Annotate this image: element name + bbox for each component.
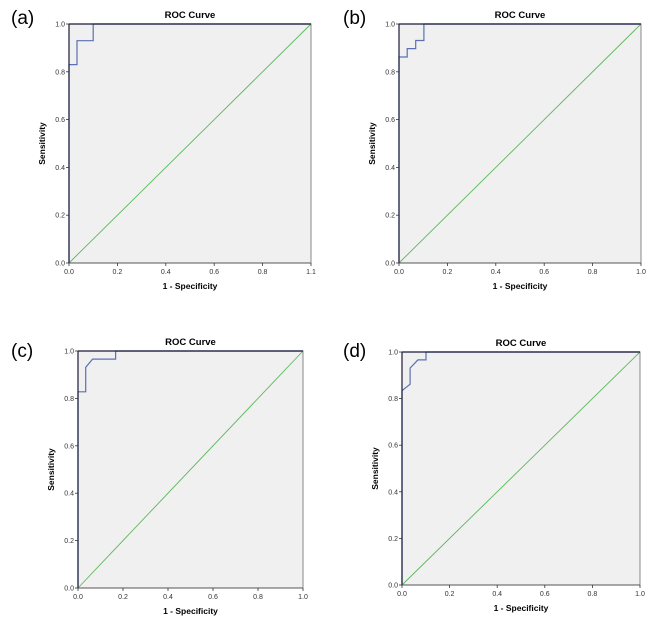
x-tick-label: 1.1 xyxy=(306,269,316,276)
y-tick-label: 0.6 xyxy=(385,117,395,124)
y-axis-label: Sensitivity xyxy=(367,122,377,165)
x-tick-label: 0.4 xyxy=(163,594,173,601)
chart-title: ROC Curve xyxy=(165,10,216,21)
y-tick-label: 0.6 xyxy=(64,443,74,450)
x-tick-label: 0.8 xyxy=(258,269,268,276)
y-tick-label: 0.0 xyxy=(55,261,65,268)
x-tick-label: 0.4 xyxy=(491,269,501,276)
roc-panel-a: (a) ROC Curve 0.0 0.2 0.4 0.6 0.8 1.1 0.0 0.2 0.4 0… xyxy=(11,8,316,291)
y-tick-label: 0.8 xyxy=(388,396,398,403)
x-tick-label: 0.0 xyxy=(64,269,74,276)
y-tick-label: 0.6 xyxy=(388,443,398,450)
reference-line xyxy=(401,351,641,586)
reference-line xyxy=(398,23,642,264)
x-tick-label: 0.0 xyxy=(397,591,407,598)
y-tick-label: 0.2 xyxy=(388,536,398,543)
x-tick-label: 0.4 xyxy=(492,591,502,598)
x-tick-label: 0.0 xyxy=(394,269,404,276)
chart-title: ROC Curve xyxy=(495,10,546,21)
x-tick-label: 0.8 xyxy=(588,591,598,598)
x-tick-label: 0.6 xyxy=(208,594,218,601)
x-tick-label: 0.2 xyxy=(118,594,128,601)
y-tick-label: 0.4 xyxy=(64,491,74,498)
panel-label: (a) xyxy=(11,8,34,29)
y-axis-label: Sensitivity xyxy=(37,122,47,165)
x-tick-label: 0.8 xyxy=(253,594,263,601)
x-axis-label: 1 - Specificity xyxy=(494,603,549,613)
x-tick-label: 1.0 xyxy=(298,594,308,601)
panel-label: (c) xyxy=(11,341,33,362)
roc-curve xyxy=(77,350,303,588)
x-tick-label: 0.2 xyxy=(113,269,123,276)
y-tick-label: 0.0 xyxy=(385,261,395,268)
chart-title: ROC Curve xyxy=(496,338,547,349)
y-tick-label: 1.0 xyxy=(64,349,74,356)
roc-panel-d: (d) ROC Curve 0.0 0.2 0.4 0.6 0.8 1.0 0.0 0.2 0.4 0… xyxy=(343,338,645,613)
roc-curve xyxy=(398,23,641,263)
roc-panel-c: (c) ROC Curve 0.0 0.2 0.4 0.6 0.8 1.0 0.0 0.2 0.4 0… xyxy=(11,337,308,616)
x-tick-label: 0.8 xyxy=(588,269,598,276)
x-axis-label: 1 - Specificity xyxy=(493,281,548,291)
panel-label: (d) xyxy=(343,341,366,362)
x-tick-label: 1.0 xyxy=(636,269,646,276)
y-tick-label: 0.4 xyxy=(388,489,398,496)
x-axis-label: 1 - Specificity xyxy=(163,281,218,291)
x-tick-label: 1.0 xyxy=(635,591,645,598)
y-tick-label: 0.8 xyxy=(385,69,395,76)
y-tick-label: 0.2 xyxy=(55,213,65,220)
y-tick-label: 0.2 xyxy=(385,213,395,220)
y-tick-label: 0.0 xyxy=(64,586,74,593)
y-tick-label: 1.0 xyxy=(55,22,65,29)
x-tick-label: 0.6 xyxy=(540,591,550,598)
y-tick-label: 0.8 xyxy=(55,69,65,76)
panel-label: (b) xyxy=(343,8,366,29)
y-tick-label: 0.0 xyxy=(388,583,398,590)
y-axis-label: Sensitivity xyxy=(370,447,380,490)
x-tick-label: 0.4 xyxy=(161,269,171,276)
y-axis-label: Sensitivity xyxy=(46,448,56,491)
roc-panel-b: (b) ROC Curve 0.0 0.2 0.4 0.6 0.8 1.0 0.0 0.2 0.4 0… xyxy=(343,8,646,291)
x-tick-label: 0.6 xyxy=(539,269,549,276)
y-tick-label: 1.0 xyxy=(385,22,395,29)
x-axis-label: 1 - Specificity xyxy=(163,606,218,616)
x-tick-label: 0.6 xyxy=(209,269,219,276)
y-tick-label: 0.2 xyxy=(64,538,74,545)
y-tick-label: 0.4 xyxy=(385,165,395,172)
x-tick-label: 0.0 xyxy=(73,594,83,601)
reference-line xyxy=(77,350,304,589)
y-tick-label: 0.6 xyxy=(55,117,65,124)
roc-curve xyxy=(401,351,640,585)
y-tick-label: 0.8 xyxy=(64,396,74,403)
reference-line xyxy=(68,23,312,264)
x-tick-label: 0.2 xyxy=(443,269,453,276)
chart-title: ROC Curve xyxy=(165,337,216,348)
y-tick-label: 0.4 xyxy=(55,165,65,172)
y-tick-label: 1.0 xyxy=(388,350,398,357)
x-tick-label: 0.2 xyxy=(445,591,455,598)
